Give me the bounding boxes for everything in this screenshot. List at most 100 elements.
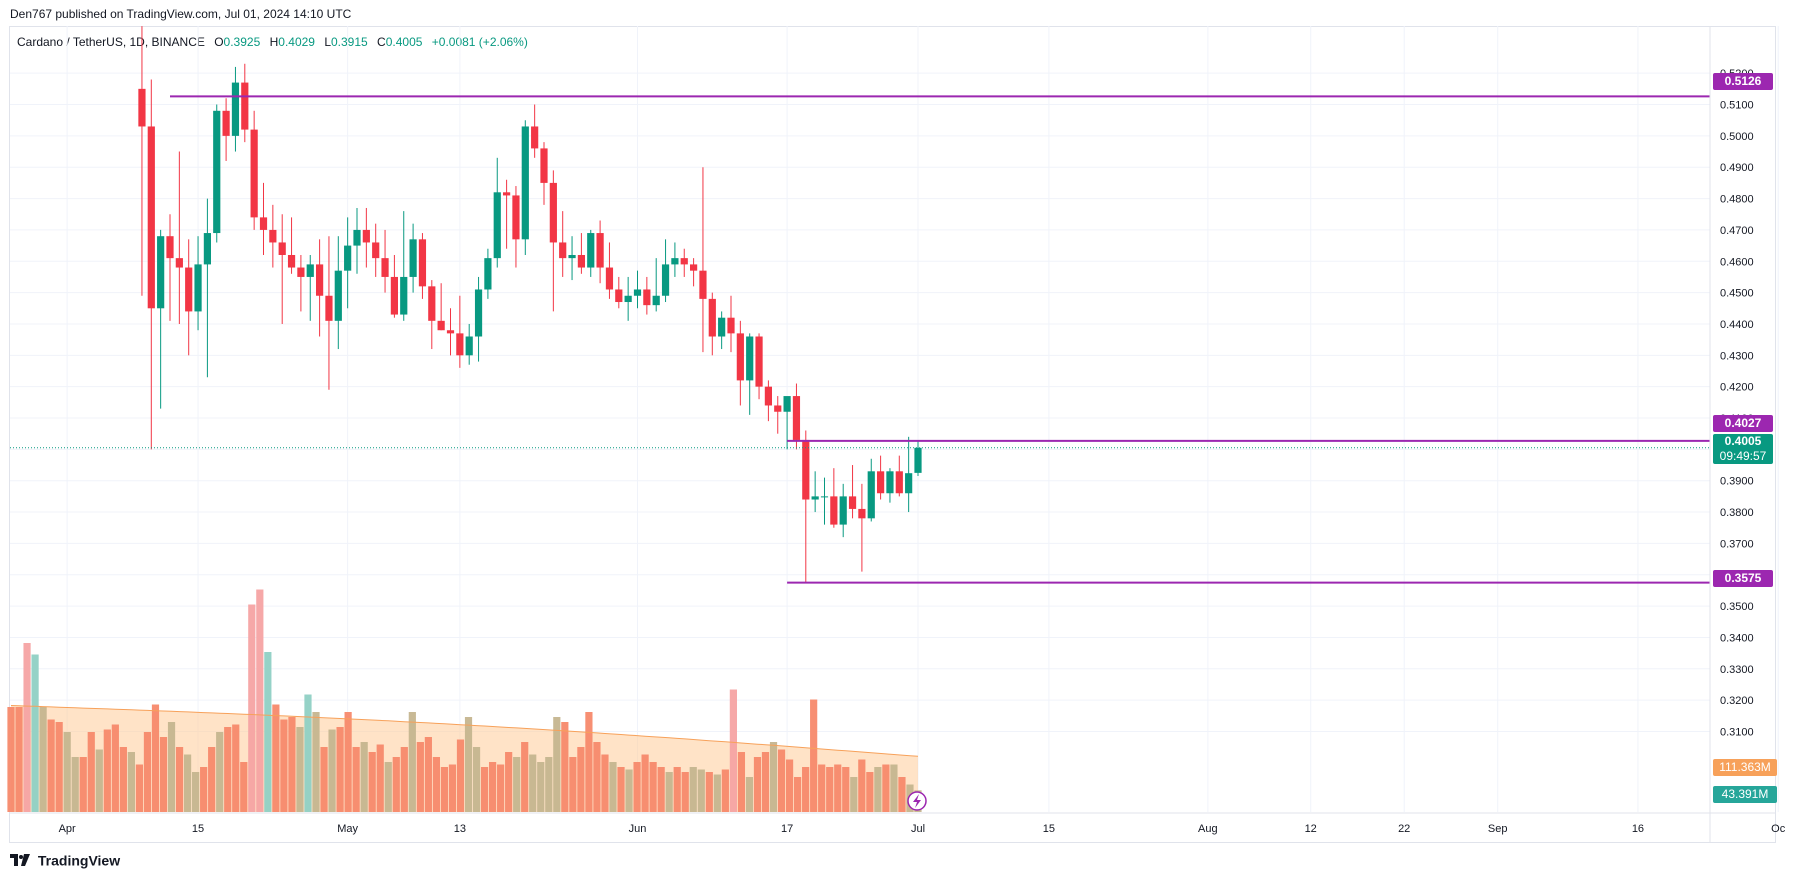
tradingview-footer[interactable]: TradingView <box>10 851 120 868</box>
time-tick-label: Jul <box>911 823 925 835</box>
candle-body <box>521 126 529 240</box>
volume-bar <box>192 772 200 812</box>
candle-body <box>465 336 473 356</box>
candle-body <box>390 276 398 315</box>
lightning-icon[interactable] <box>907 791 927 811</box>
volume-bar <box>761 752 770 812</box>
candle-body <box>503 192 511 196</box>
volume-bar <box>577 747 585 812</box>
candle <box>858 483 866 572</box>
time-tick-label: 16 <box>1632 823 1644 835</box>
candle-body <box>839 496 847 525</box>
candle <box>231 66 240 152</box>
volume-bar <box>641 754 649 812</box>
candle <box>203 198 211 378</box>
candle <box>446 308 455 356</box>
candle-body <box>428 286 436 321</box>
volume-bar <box>553 717 561 812</box>
candle <box>755 333 763 400</box>
candle <box>867 458 875 522</box>
price-tick-label: 0.4900 <box>1720 162 1754 174</box>
volume-bar <box>561 722 569 812</box>
candle-body <box>718 317 726 337</box>
candle <box>325 236 333 390</box>
candle-body <box>633 289 642 296</box>
candle-body <box>334 270 342 321</box>
candle-body <box>194 264 202 312</box>
footer-brand: TradingView <box>37 852 121 869</box>
volume-bar <box>376 744 384 812</box>
volume-bar <box>593 742 601 812</box>
volume-bar <box>103 729 111 812</box>
candle-body <box>802 439 810 500</box>
time-tick-label: 15 <box>192 823 204 835</box>
price-tick-label: 0.4700 <box>1720 225 1754 237</box>
candle <box>372 223 380 277</box>
volume-bar <box>737 752 746 812</box>
candle-body <box>848 496 857 509</box>
candle-body <box>858 508 866 519</box>
symbol-title[interactable]: Cardano / TetherUS, 1D, BINANCE <box>17 35 205 49</box>
volume-bar <box>7 707 15 812</box>
volume-bar <box>850 777 858 812</box>
candle-body <box>671 258 679 265</box>
candle <box>418 233 427 299</box>
candle-body <box>568 254 576 259</box>
candle <box>914 440 922 477</box>
volume-bar <box>785 759 794 812</box>
time-axis: 21Apr15May13Jun17Jul15Aug1222Sep16Oc <box>10 812 1786 835</box>
candle <box>596 220 604 284</box>
candle-body <box>259 217 268 230</box>
candle-body <box>792 396 801 440</box>
candle <box>718 311 726 350</box>
volume-bar <box>55 722 63 812</box>
volume-bar <box>79 757 87 812</box>
volume-bar <box>497 764 505 812</box>
candle-body <box>493 192 501 259</box>
candle <box>316 239 324 337</box>
volume-bar <box>713 774 721 812</box>
candle <box>287 217 296 274</box>
candle-body <box>652 295 660 306</box>
volume-bar <box>753 757 762 812</box>
candle <box>905 436 913 513</box>
volume-bar <box>521 742 529 812</box>
candle-body <box>325 295 333 321</box>
price-tick-label: 0.3300 <box>1720 664 1754 676</box>
volume-bar <box>384 762 392 812</box>
candle-body <box>456 333 464 356</box>
candle-body <box>643 289 651 306</box>
candle-body <box>549 182 557 243</box>
volume-bar <box>111 724 119 812</box>
volume-ma-line <box>10 705 919 757</box>
tradingview-logo-icon <box>10 854 30 867</box>
volume-bar <box>769 742 778 812</box>
last-price-value: 0.4005 <box>1724 434 1762 448</box>
candle <box>633 270 642 309</box>
volume-bar <box>633 762 641 812</box>
candle <box>680 248 688 277</box>
volume-bar <box>248 604 256 812</box>
volume-bar <box>312 712 320 812</box>
candle-body <box>381 258 389 277</box>
candle <box>474 276 483 362</box>
volume-bar <box>545 757 553 812</box>
volume-bar <box>87 732 95 812</box>
candle <box>671 242 679 277</box>
horizontal-levels <box>10 95 1710 584</box>
candle-body <box>512 195 520 240</box>
candle-body <box>708 298 716 337</box>
candle <box>568 236 576 281</box>
volume-bar <box>513 757 521 812</box>
candle-body <box>605 267 614 290</box>
candle <box>820 477 829 525</box>
ohlc-legend: Cardano / TetherUS, 1D, BINANCE O0.3925 … <box>17 35 534 49</box>
candle-body <box>755 336 763 387</box>
candle <box>549 170 557 312</box>
candle <box>185 239 193 356</box>
time-tick-label: May <box>337 823 358 835</box>
price-tick-label: 0.3700 <box>1720 538 1754 550</box>
candle-body <box>185 267 193 312</box>
volume-bar <box>63 732 71 812</box>
